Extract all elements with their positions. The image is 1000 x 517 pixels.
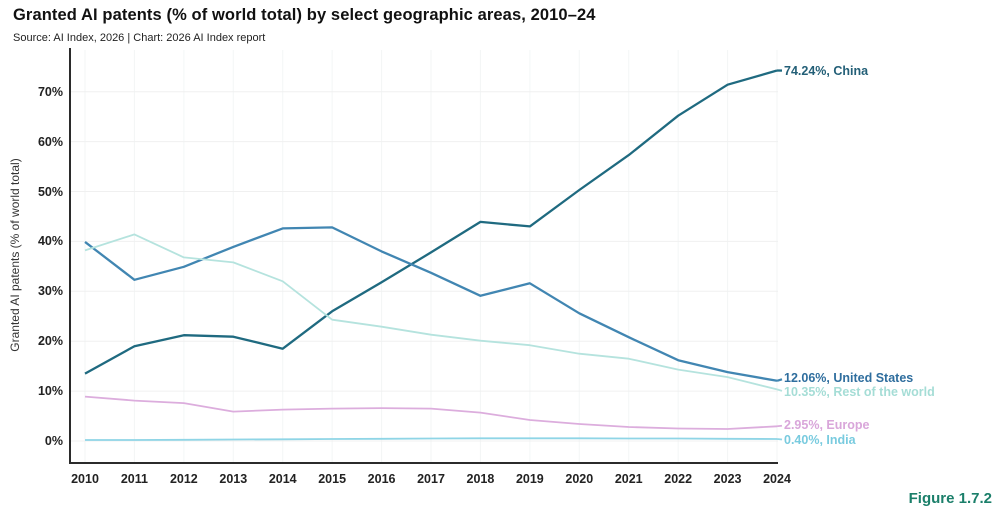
y-tick-50: 50%: [37, 184, 63, 199]
x-tick-2015: 2015: [318, 472, 347, 486]
end-label-rest-of-the-world: 10.35%, Rest of the world: [784, 385, 935, 400]
figure-label: Figure 1.7.2: [908, 490, 992, 507]
leader-india: [776, 438, 783, 441]
x-tick-2011: 2011: [120, 472, 148, 486]
end-label-europe: 2.95%, Europe: [784, 418, 870, 433]
x-tick-2019: 2019: [515, 472, 544, 486]
y-tick-70: 70%: [37, 84, 63, 99]
y-tick-10: 10%: [37, 384, 63, 399]
x-tick-2021: 2021: [614, 472, 643, 486]
leader-europe: [776, 424, 783, 428]
line-europe: [84, 395, 778, 430]
x-tick-2016: 2016: [367, 472, 396, 486]
leader-united-states: [776, 378, 783, 382]
y-tick-30: 30%: [37, 284, 63, 299]
x-tick-2013: 2013: [219, 472, 248, 486]
end-label-united-states: 12.06%, United States: [784, 370, 914, 385]
x-tick-2022: 2022: [664, 472, 693, 486]
x-tick-2014: 2014: [268, 472, 297, 486]
line-india: [85, 437, 778, 441]
line-china: [84, 69, 778, 375]
end-label-china: 74.24%, China: [784, 63, 869, 78]
x-tick-2023: 2023: [713, 472, 742, 486]
y-tick-40: 40%: [37, 234, 63, 249]
end-label-india: 0.40%, India: [784, 433, 856, 447]
line-united-states: [84, 226, 778, 382]
x-tick-2017: 2017: [417, 472, 445, 486]
y-tick-60: 60%: [37, 134, 63, 149]
x-tick-2020: 2020: [565, 472, 594, 486]
y-tick-20: 20%: [37, 334, 63, 349]
leader-rest-of-the-world: [776, 388, 783, 392]
y-tick-0: 0%: [44, 434, 63, 448]
x-tick-2012: 2012: [169, 472, 198, 486]
x-tick-2010: 2010: [71, 472, 99, 486]
x-tick-2024: 2024: [763, 472, 791, 486]
line-rest-of-the-world: [84, 233, 778, 391]
page-title: Granted AI patents (% of world total) by…: [13, 6, 596, 24]
source-line: Source: AI Index, 2026 | Chart: 2026 AI …: [13, 32, 266, 44]
x-tick-2018: 2018: [466, 472, 495, 486]
